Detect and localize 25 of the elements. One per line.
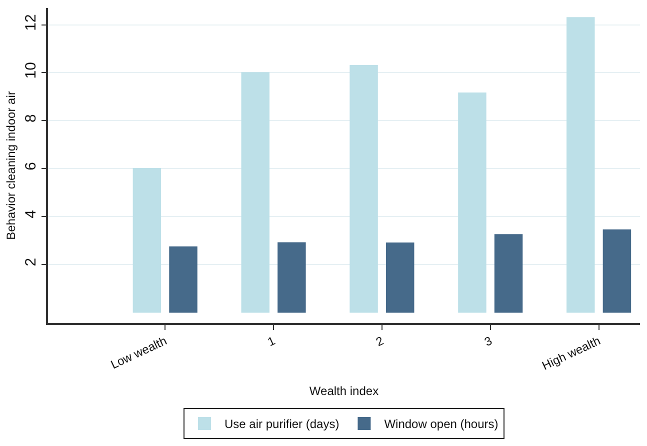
x-tick-label: 3 [482,333,494,350]
x-tick-label: 2 [374,333,386,350]
y-tick-label: 6 [22,162,40,170]
x-tick-label: Low wealth [108,334,169,372]
y-tick-label: 2 [22,258,40,266]
y-tick-label: 4 [22,210,40,218]
bar [458,92,486,313]
y-tick-label: 10 [22,62,40,79]
y-tick-label: 8 [22,114,40,123]
y-tick-label: 12 [22,14,40,31]
bar [350,64,378,313]
bar [241,72,270,313]
bar [132,168,162,313]
y-axis-title: Behavior cleaning indoor air [4,91,18,240]
legend-label: Window open (hours) [384,417,498,432]
bar [566,17,595,313]
legend-label: Use air purifier (days) [224,417,340,432]
bar [602,229,632,313]
x-tick-label: High wealth [540,334,603,373]
bar [278,242,306,313]
bar [386,242,414,313]
x-tick-label: 1 [265,333,278,350]
bar [494,234,523,313]
bar [169,246,198,313]
x-axis-title: Wealth index [309,384,379,398]
